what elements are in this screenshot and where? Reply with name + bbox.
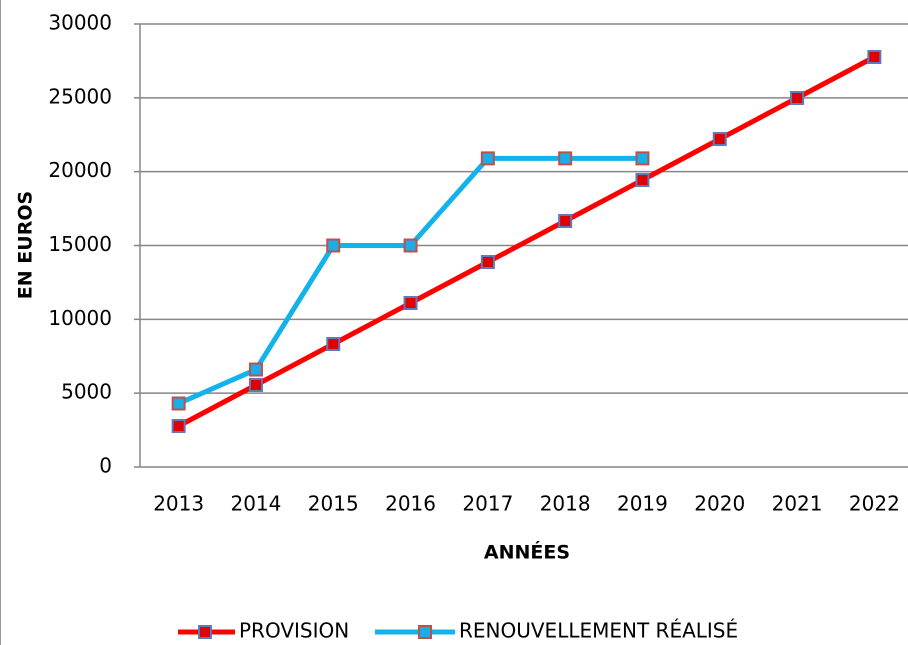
legend-label: RENOUVELLEMENT RÉALISÉ [459, 619, 738, 643]
x-tick-label: 2017 [462, 492, 513, 516]
legend-label: PROVISION [239, 619, 349, 643]
series-line [177, 54, 876, 429]
y-tick-label: 20000 [48, 158, 112, 182]
x-tick-label: 2015 [308, 492, 359, 516]
x-tick-label: 2019 [617, 492, 668, 516]
data-point [248, 362, 263, 377]
data-point [712, 132, 727, 147]
y-tick-label: 0 [99, 454, 112, 478]
x-tick-label: 2014 [230, 492, 281, 516]
x-axis-title: ANNÉES [484, 541, 570, 564]
data-point [248, 378, 263, 393]
data-point [480, 151, 495, 166]
data-point [403, 296, 418, 311]
data-point [326, 238, 341, 253]
legend-marker [418, 625, 432, 639]
data-point [558, 151, 573, 166]
data-point [635, 173, 650, 188]
data-point [326, 337, 341, 352]
x-tick-label: 2020 [694, 492, 745, 516]
y-tick-label: 25000 [48, 84, 112, 108]
x-tick-label: 2021 [772, 492, 823, 516]
y-tick-label: 10000 [48, 306, 112, 330]
x-tick-label: 2013 [153, 492, 204, 516]
x-tick-label: 2018 [540, 492, 591, 516]
data-point [558, 214, 573, 229]
data-point [790, 91, 805, 106]
data-point [171, 419, 186, 434]
legend-marker [198, 625, 212, 639]
y-tick-label: 15000 [48, 232, 112, 256]
data-point [867, 50, 882, 65]
data-point [171, 396, 186, 411]
x-tick-label: 2016 [385, 492, 436, 516]
data-point [635, 151, 650, 166]
data-point [480, 255, 495, 270]
y-tick-label: 5000 [61, 380, 112, 404]
y-axis-title: EN EUROS [15, 191, 37, 299]
x-tick-label: 2022 [849, 492, 900, 516]
y-tick-label: 30000 [48, 11, 112, 35]
data-point [403, 238, 418, 253]
